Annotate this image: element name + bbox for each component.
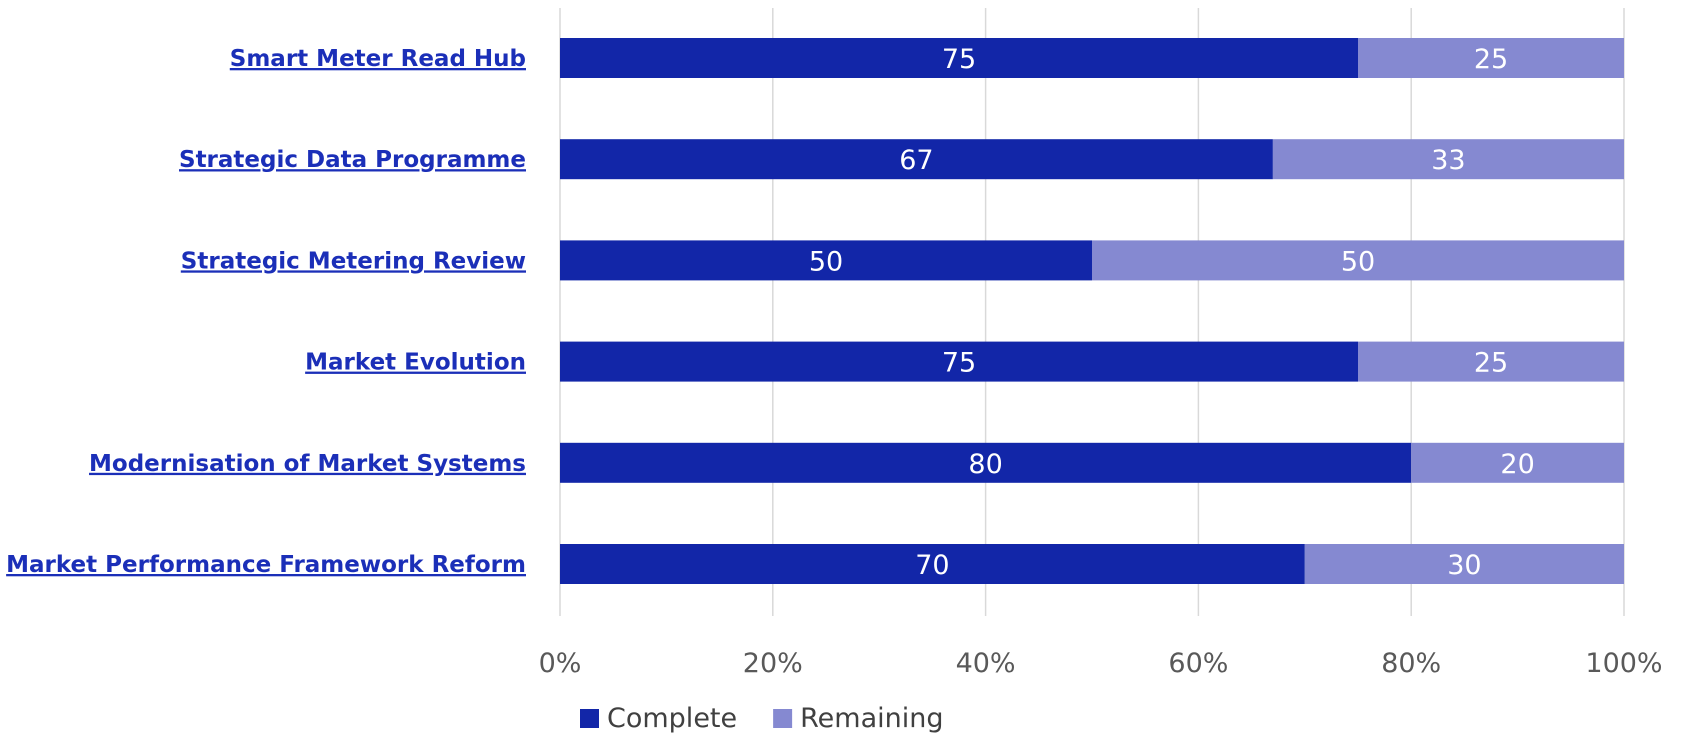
bar-segment-remaining: [1304, 544, 1624, 584]
category-label-link[interactable]: Market Evolution: [305, 350, 526, 376]
legend-label: Remaining: [800, 703, 943, 734]
data-label: 80: [968, 449, 1002, 480]
category-label-link[interactable]: Market Performance Framework Reform: [6, 552, 526, 578]
category-label-link[interactable]: Strategic Data Programme: [179, 147, 526, 173]
bar-segment-remaining: [1092, 240, 1624, 281]
x-tick-label: 0%: [539, 648, 582, 679]
legend: Complete Remaining: [580, 703, 944, 734]
x-tick-label: 60%: [1168, 648, 1228, 679]
data-label: 33: [1431, 145, 1465, 176]
bar-segment-remaining: [1358, 38, 1624, 78]
data-label: 25: [1474, 44, 1508, 75]
data-label: 30: [1447, 550, 1481, 581]
data-label: 20: [1500, 449, 1534, 480]
x-tick-label: 20%: [743, 648, 803, 679]
gridlines: [559, 8, 1625, 616]
legend-swatch: [773, 709, 793, 728]
data-label: 75: [942, 44, 976, 75]
data-label: 70: [915, 550, 949, 581]
category-label-link[interactable]: Smart Meter Read Hub: [230, 46, 526, 72]
bar-segment-complete: [560, 240, 1092, 281]
x-tick-label: 40%: [956, 648, 1016, 679]
x-tick-label: 100%: [1585, 648, 1662, 679]
category-label-link[interactable]: Modernisation of Market Systems: [89, 451, 526, 477]
bar-segment-complete: [560, 38, 1358, 78]
legend-label: Complete: [607, 703, 737, 734]
x-tick-label: 80%: [1381, 648, 1441, 679]
data-label: 25: [1474, 348, 1508, 379]
data-label: 50: [809, 246, 843, 277]
bar-segment-remaining: [1411, 442, 1624, 483]
data-label: 75: [942, 348, 976, 379]
bar-segment-complete: [560, 544, 1305, 584]
data-label: 67: [899, 145, 933, 176]
bars: 75 25 67 33 50 50 75 25 80 20 70 30: [560, 38, 1624, 584]
bar-segment-complete: [560, 139, 1273, 180]
category-label-link[interactable]: Strategic Metering Review: [181, 248, 526, 274]
legend-swatch: [580, 709, 599, 728]
data-label: 50: [1341, 246, 1375, 277]
x-axis-tick-labels: 0% 20% 40% 60% 80% 100%: [539, 648, 1663, 679]
bar-segment-remaining: [1272, 139, 1624, 180]
category-labels: Smart Meter Read Hub Strategic Data Progr…: [6, 46, 526, 578]
bar-segment-remaining: [1358, 341, 1624, 382]
bar-segment-complete: [560, 341, 1358, 382]
bar-segment-complete: [560, 442, 1412, 483]
